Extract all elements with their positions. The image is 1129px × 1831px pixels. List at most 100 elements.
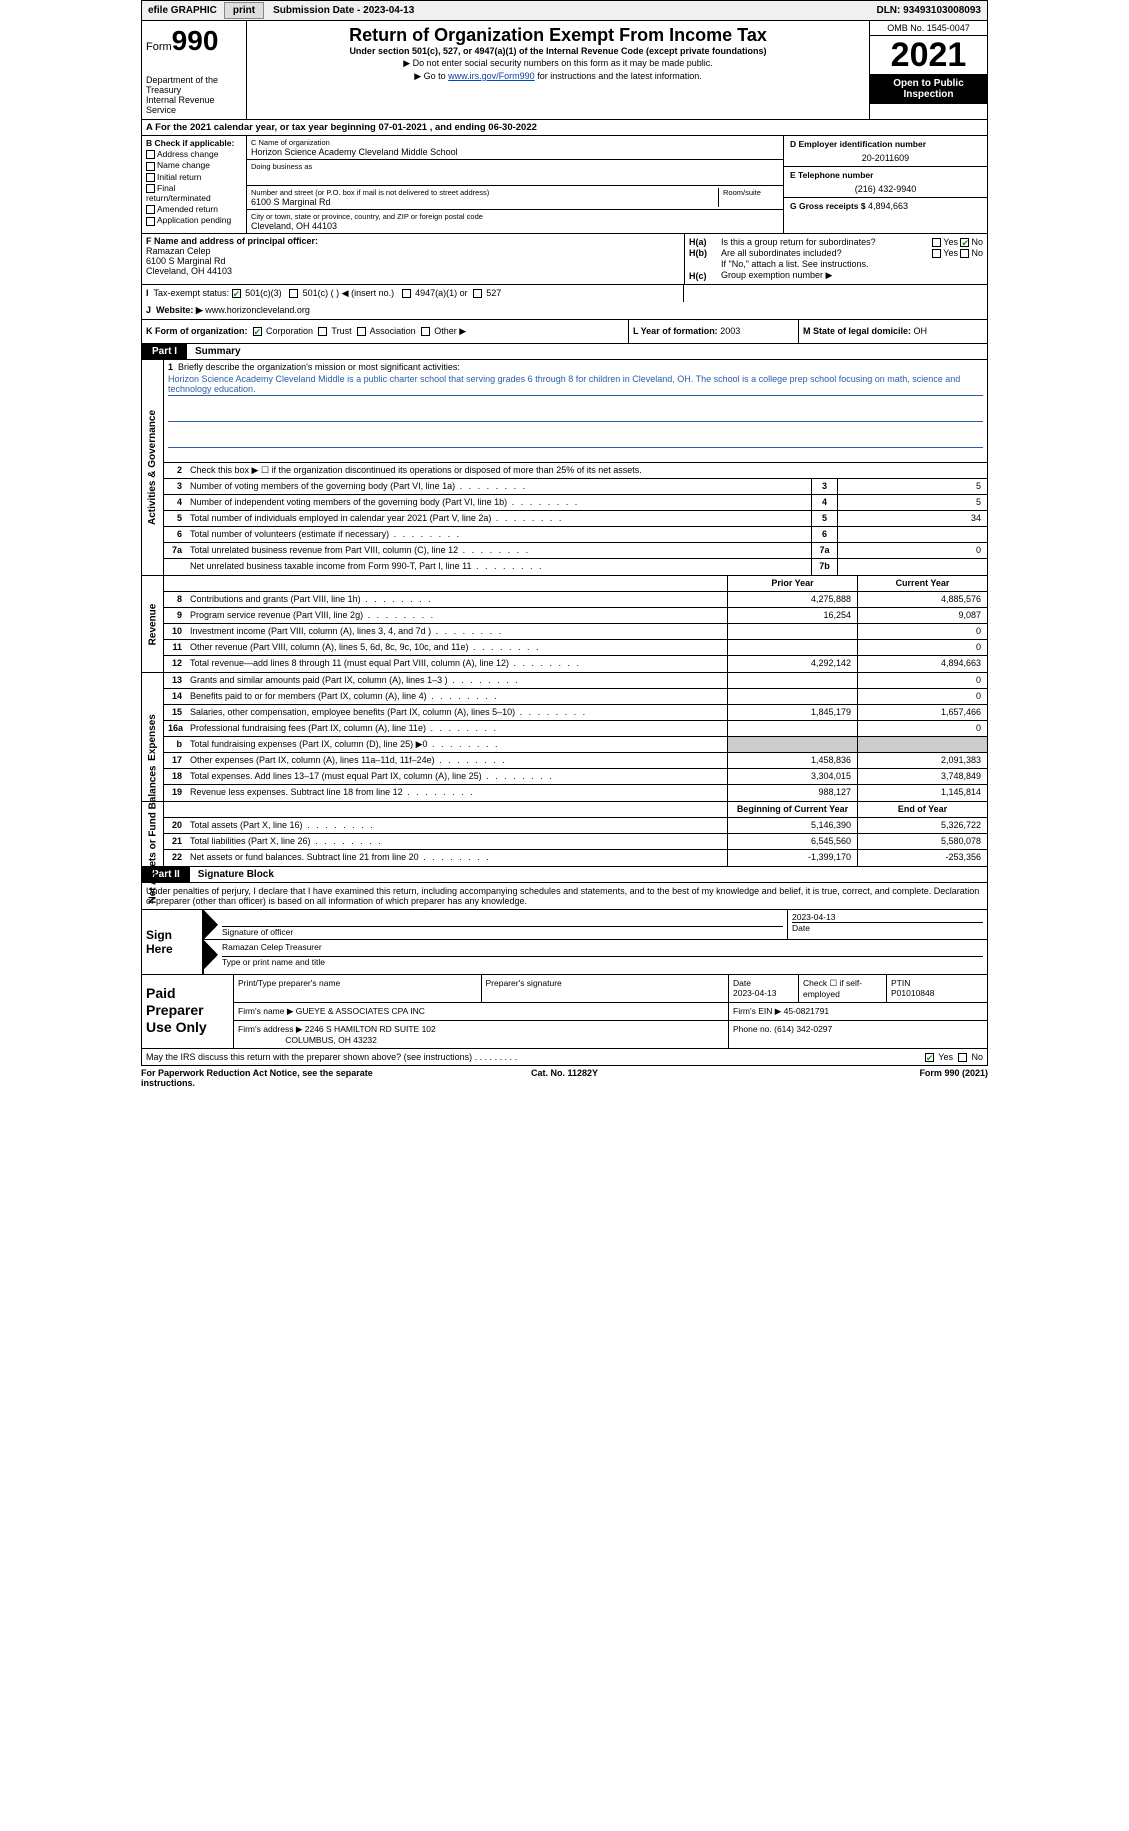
chk-app-pending[interactable] [146, 217, 155, 226]
lbl-trust: Trust [331, 326, 351, 336]
box-f: F Name and address of principal officer:… [142, 234, 685, 284]
lbl-ein: D Employer identification number [790, 139, 981, 149]
chk-ha-yes[interactable] [932, 238, 941, 247]
expense-line: 14Benefits paid to or for members (Part … [164, 689, 987, 705]
chk-corp[interactable] [253, 327, 262, 336]
lbl-city: City or town, state or province, country… [251, 212, 779, 221]
chk-ha-no[interactable] [960, 238, 969, 247]
ha-text: Is this a group return for subordinates? [721, 237, 932, 247]
lbl-amended: Amended return [157, 204, 218, 214]
part-ii-title: Signature Block [190, 867, 282, 882]
lbl-name-change: Name change [157, 160, 210, 170]
lbl-yes-2: Yes [943, 248, 958, 258]
chk-amended[interactable] [146, 205, 155, 214]
box-h: H(a) Is this a group return for subordin… [685, 234, 987, 284]
officer-addr1: 6100 S Marginal Rd [146, 256, 680, 266]
lbl-501c3: 501(c)(3) [245, 288, 282, 298]
lbl-dba: Doing business as [251, 162, 779, 171]
chk-initial-return[interactable] [146, 173, 155, 182]
sign-here-block: Sign Here Signature of officer 2023-04-1… [141, 910, 988, 975]
chk-501c[interactable] [289, 289, 298, 298]
lbl-org-name: C Name of organization [251, 138, 779, 147]
chk-501c3[interactable] [232, 289, 241, 298]
dept-label: Department of the Treasury [146, 75, 242, 95]
ein-value: 20-2011609 [790, 153, 981, 163]
activities-governance-section: Activities & Governance 1 Briefly descri… [141, 360, 988, 576]
chk-name-change[interactable] [146, 162, 155, 171]
firm-ein-lbl: Firm's EIN ▶ [733, 1006, 781, 1016]
lbl-final-return: Final return/terminated [146, 183, 211, 203]
part-ii-header: Part II Signature Block [141, 867, 988, 883]
hdr-end-year: End of Year [857, 802, 987, 817]
mission-label: Briefly describe the organization's miss… [178, 362, 460, 372]
form-number: 990 [172, 25, 219, 56]
firm-name-lbl: Firm's name ▶ [238, 1006, 293, 1016]
form-id-block: Form990 Department of the Treasury Inter… [142, 21, 247, 119]
mission-text: Horizon Science Academy Cleveland Middle… [168, 374, 983, 396]
part-i-title: Summary [187, 344, 249, 359]
chk-4947[interactable] [402, 289, 411, 298]
firm-addr1: 2246 S HAMILTON RD SUITE 102 [305, 1024, 436, 1034]
irs-label: Internal Revenue Service [146, 95, 242, 115]
lbl-ha: H(a) [689, 237, 721, 247]
hb-text: Are all subordinates included? [721, 248, 932, 258]
chk-hb-yes[interactable] [932, 249, 941, 258]
lbl-527: 527 [486, 288, 501, 298]
note-link-post: for instructions and the latest informat… [535, 71, 702, 81]
form-title: Return of Organization Exempt From Incom… [251, 25, 865, 46]
irs-link[interactable]: www.irs.gov/Form990 [448, 71, 535, 81]
note-ssn: ▶ Do not enter social security numbers o… [251, 58, 865, 69]
part-i-tag: Part I [142, 344, 187, 359]
discuss-text: May the IRS discuss this return with the… [146, 1052, 472, 1062]
lbl-gross: G Gross receipts $ [790, 201, 868, 211]
chk-final-return[interactable] [146, 184, 155, 193]
footer-center: Cat. No. 11282Y [423, 1068, 705, 1088]
firm-phone-val: (614) 342-0297 [774, 1024, 832, 1034]
lbl-year-formation: L Year of formation: [633, 326, 720, 336]
note-link-pre: ▶ Go to [414, 71, 448, 81]
year-formation: 2003 [720, 326, 740, 336]
chk-527[interactable] [473, 289, 482, 298]
signature-declaration: Under penalties of perjury, I declare th… [141, 883, 988, 910]
hc-text: Group exemption number ▶ [721, 270, 983, 281]
chk-other[interactable] [421, 327, 430, 336]
revenue-line: 8Contributions and grants (Part VIII, li… [164, 592, 987, 608]
chk-discuss-no[interactable] [958, 1053, 967, 1062]
state-domicile: OH [914, 326, 928, 336]
lbl-discuss-yes: Yes [938, 1052, 953, 1062]
lbl-hc: H(c) [689, 271, 721, 281]
lbl-officer: F Name and address of principal officer: [146, 236, 680, 246]
prep-print-lbl: Print/Type preparer's name [238, 978, 477, 988]
name-title-label: Type or print name and title [222, 956, 983, 967]
firm-addr-lbl: Firm's address ▶ [238, 1024, 302, 1034]
print-button[interactable]: print [224, 2, 264, 19]
lbl-yes: Yes [943, 237, 958, 247]
city-value: Cleveland, OH 44103 [251, 221, 779, 231]
summary-line: Net unrelated business taxable income fr… [164, 559, 987, 575]
period-row: A For the 2021 calendar year, or tax yea… [141, 120, 988, 136]
line-2-desc: Check this box ▶ ☐ if the organization d… [186, 463, 987, 478]
chk-trust[interactable] [318, 327, 327, 336]
website-value: www.horizoncleveland.org [203, 305, 310, 315]
omb-number: OMB No. 1545-0047 [870, 21, 987, 36]
expense-line: 15Salaries, other compensation, employee… [164, 705, 987, 721]
lbl-no: No [971, 237, 983, 247]
chk-address-change[interactable] [146, 150, 155, 159]
sign-here-label: Sign Here [142, 910, 204, 974]
arrow-icon-2 [204, 940, 218, 969]
officer-addr2: Cleveland, OH 44103 [146, 266, 680, 276]
lbl-4947: 4947(a)(1) or [415, 288, 468, 298]
lbl-phone: E Telephone number [790, 170, 981, 180]
efile-label: efile GRAPHIC [142, 3, 223, 18]
expenses-section: Expenses 13Grants and similar amounts pa… [141, 673, 988, 802]
ptin-val: P01010848 [891, 988, 935, 998]
revenue-line: 11Other revenue (Part VIII, column (A), … [164, 640, 987, 656]
chk-discuss-yes[interactable] [925, 1053, 934, 1062]
chk-hb-no[interactable] [960, 249, 969, 258]
box-c: C Name of organization Horizon Science A… [247, 136, 783, 233]
side-label-gov: Activities & Governance [142, 360, 164, 575]
section-fh: F Name and address of principal officer:… [141, 234, 988, 285]
chk-assoc[interactable] [357, 327, 366, 336]
page-footer: For Paperwork Reduction Act Notice, see … [141, 1066, 988, 1090]
prep-date-val: 2023-04-13 [733, 988, 776, 998]
